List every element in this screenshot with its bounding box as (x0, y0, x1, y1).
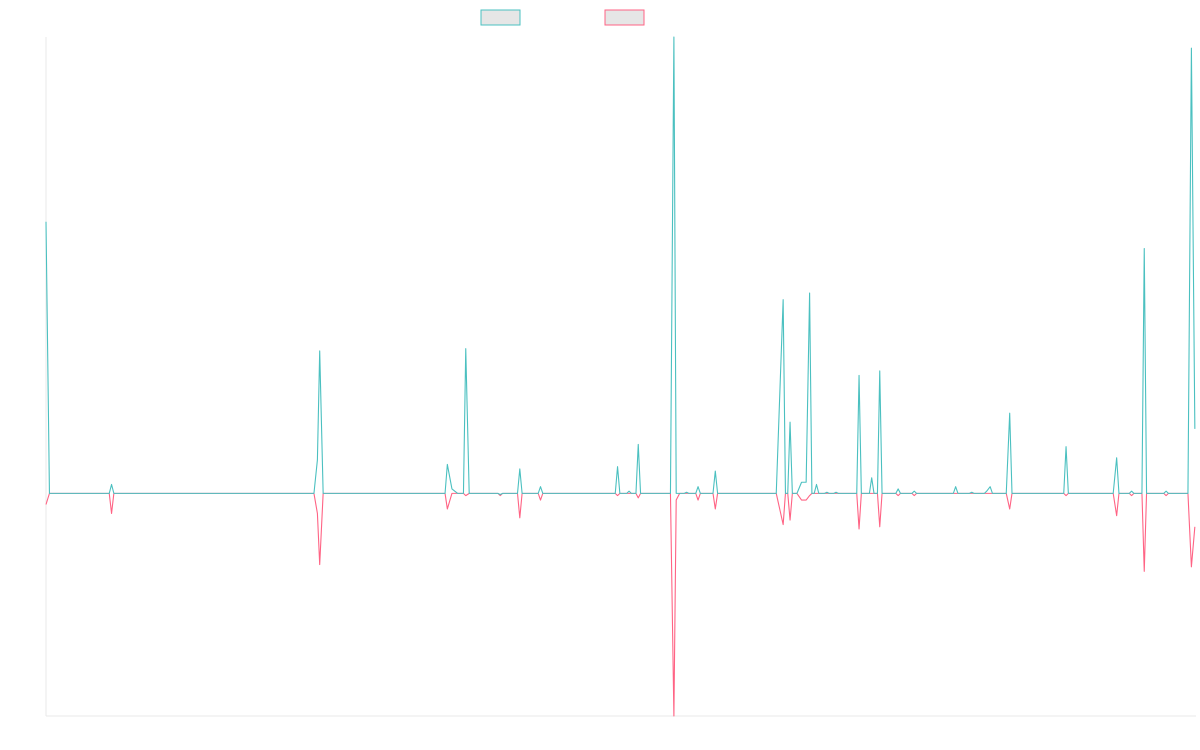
legend-swatch-series-b[interactable] (604, 9, 645, 26)
legend (480, 9, 645, 26)
series-layer (45, 36, 1196, 717)
axes (45, 37, 1196, 717)
series-a-line (45, 36, 1196, 496)
legend-swatch-series-a[interactable] (480, 9, 521, 26)
series-b-line (45, 492, 1196, 717)
